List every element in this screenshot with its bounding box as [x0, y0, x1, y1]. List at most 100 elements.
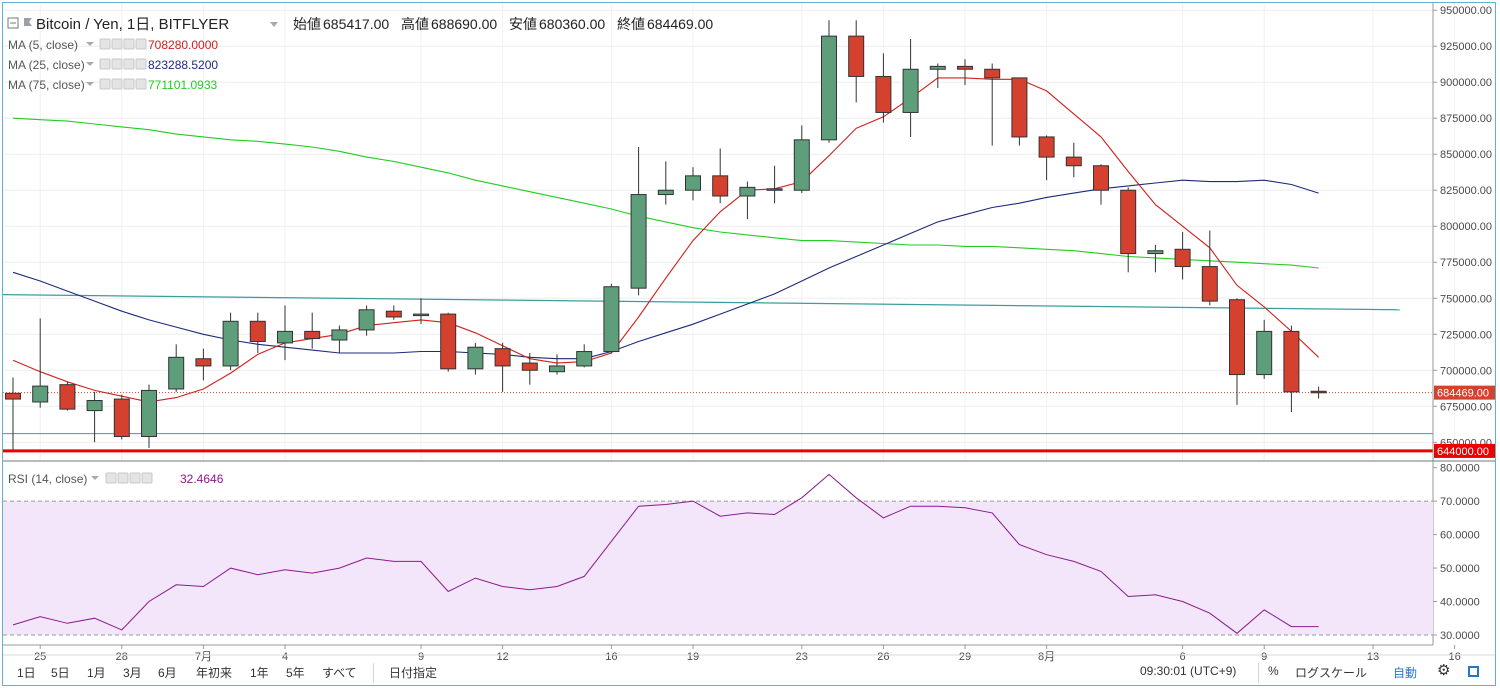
candle-body	[1093, 165, 1109, 191]
candle	[86, 391, 103, 443]
ma5-line	[12, 77, 1319, 403]
price-tick-label: 925000.00	[1440, 41, 1492, 53]
settings-gear-icon[interactable]: ⚙	[1437, 662, 1451, 679]
rsi-dropdown-icon	[91, 476, 99, 480]
candle	[141, 384, 157, 449]
time-tick-label: 26	[877, 651, 889, 663]
candle-body	[222, 320, 239, 367]
log-scale-toggle[interactable]: ログスケール	[1295, 666, 1368, 680]
indicator-dropdown-icon	[86, 42, 94, 46]
ma75-line	[12, 117, 1319, 269]
candlestick-chart[interactable]: 950000.00 925000.00 900000.00 875000.00 8500…	[3, 3, 1495, 685]
candle	[1201, 230, 1218, 306]
range-button-0[interactable]: 1日	[17, 666, 36, 680]
range-button-6[interactable]: 1年	[250, 666, 269, 680]
candle-body	[630, 194, 647, 289]
range-button-8[interactable]: すべて	[322, 666, 357, 680]
time-tick-label: 6	[1180, 651, 1186, 663]
close-icon	[135, 38, 147, 50]
date-range-button[interactable]: 日付指定	[389, 666, 438, 680]
candle	[875, 53, 892, 123]
time-tick-label: 4	[282, 651, 288, 663]
range-button-2[interactable]: 1月	[87, 666, 106, 680]
candle	[685, 167, 701, 201]
candle-body	[848, 35, 865, 77]
indicator-controls[interactable]	[99, 38, 147, 50]
candle-body	[712, 175, 729, 197]
indicator-label: MA (75, close)	[8, 78, 85, 92]
price-axis[interactable]: 950000.00 925000.00 900000.00 875000.00 8500…	[1432, 3, 1495, 645]
range-button-4[interactable]: 6月	[158, 666, 177, 680]
candle-body	[1038, 136, 1055, 158]
candle	[1310, 386, 1327, 399]
time-tick-label: 19	[687, 651, 699, 663]
price-tick-label: 775000.00	[1440, 257, 1492, 269]
ohlc-value-open: 685417.00	[323, 16, 389, 32]
candle-body	[521, 362, 538, 371]
time-tick-label: 8月	[1038, 651, 1055, 663]
clock-label: 09:30:01 (UTC+9)	[1140, 664, 1237, 678]
price-tick-label: 750000.00	[1440, 293, 1492, 305]
time-axis[interactable]: 25 28 7月 4 9 12 16 19 23 26 29 8月 6 9 13 16	[3, 644, 1495, 663]
candle	[113, 394, 130, 440]
ohlc-label-open: 始値	[293, 16, 321, 32]
time-tick-label: 29	[959, 651, 971, 663]
auto-scale-toggle[interactable]: 自動	[1393, 666, 1418, 680]
rsi-axis[interactable]: 80.0000 70.0000 60.0000 50.0000 40.0000 30.00…	[1433, 463, 1480, 642]
fullscreen-icon[interactable]	[1468, 666, 1479, 677]
time-tick-label: 13	[1367, 651, 1379, 663]
range-button-1[interactable]: 5日	[51, 666, 70, 680]
candle	[1283, 325, 1300, 413]
time-tick-label: 28	[116, 651, 128, 663]
candle-body	[494, 348, 511, 367]
candle-body	[1120, 189, 1137, 255]
close-icon	[135, 58, 147, 70]
indicator-controls[interactable]	[99, 78, 147, 90]
candle	[195, 348, 212, 381]
candle	[576, 344, 593, 368]
candle-body	[358, 309, 375, 331]
rsi-label: RSI (14, close)	[8, 472, 87, 486]
candle	[331, 325, 348, 353]
candle-body	[113, 398, 130, 438]
range-button-3[interactable]: 3月	[123, 666, 142, 680]
candle-body	[1283, 330, 1300, 393]
candle-body	[1310, 390, 1327, 394]
candle-body	[168, 356, 185, 390]
rsi-pane	[3, 460, 1495, 636]
indicator-controls[interactable]	[105, 472, 153, 484]
candle	[712, 148, 729, 204]
candle-body	[413, 313, 429, 317]
candle	[32, 318, 49, 408]
candle	[630, 147, 647, 296]
percent-toggle[interactable]: %	[1268, 664, 1279, 678]
candle	[521, 352, 538, 385]
price-tick-label: 825000.00	[1440, 185, 1492, 197]
rsi-tick-label: 70.0000	[1440, 496, 1480, 508]
indicator-controls[interactable]	[99, 58, 147, 70]
price-tick-label: 725000.00	[1440, 329, 1492, 341]
candle-body	[1011, 77, 1028, 138]
eye-icon	[99, 58, 111, 70]
candle-body	[195, 358, 212, 367]
price-tick-label: 675000.00	[1440, 401, 1492, 413]
indicator-value: 823288.5200	[148, 58, 218, 72]
candle	[385, 305, 402, 320]
range-button-7[interactable]: 5年	[286, 666, 305, 680]
rsi-tick-label: 50.0000	[1440, 563, 1480, 575]
price-tick-label: 900000.00	[1440, 77, 1492, 89]
candle	[1147, 244, 1164, 273]
time-tick-label: 16	[1448, 651, 1460, 663]
candle	[5, 377, 21, 450]
candle	[1120, 187, 1137, 273]
candle-body	[385, 310, 402, 318]
plus-icon	[123, 78, 135, 90]
indicator-label: MA (5, close)	[8, 38, 78, 52]
candle-body	[1174, 248, 1191, 268]
range-button-5[interactable]: 年初来	[196, 666, 233, 680]
trendlines	[3, 294, 1433, 453]
time-tick-label: 23	[796, 651, 808, 663]
candle-body	[984, 68, 1001, 79]
rsi-tick-label: 30.0000	[1440, 630, 1480, 642]
candle-body	[331, 329, 348, 341]
